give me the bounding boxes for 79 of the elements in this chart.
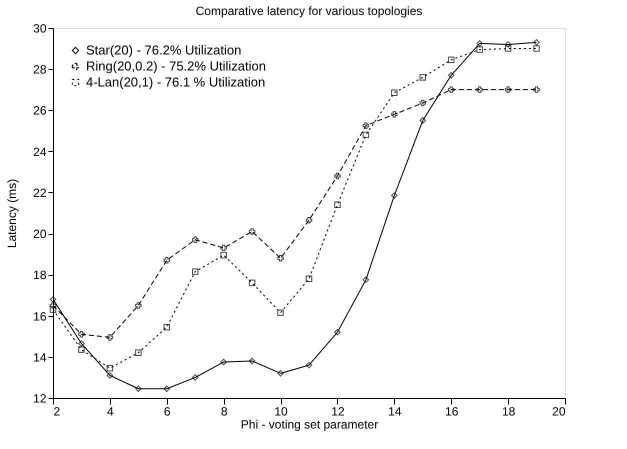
- chart-title: Comparative latency for various topologies: [196, 4, 422, 18]
- point: [448, 72, 454, 79]
- x-tick-label: 14: [388, 404, 402, 418]
- y-tick-label: 28: [33, 62, 47, 77]
- x-tick-label: 20: [552, 404, 566, 418]
- point: [106, 372, 114, 379]
- point: [504, 86, 512, 93]
- point: [135, 386, 142, 392]
- point: [220, 244, 227, 252]
- point: [420, 74, 426, 81]
- point: [50, 306, 56, 313]
- point: [306, 216, 312, 224]
- point: [334, 172, 341, 180]
- point: [50, 302, 56, 309]
- point: [420, 117, 426, 124]
- y-tick-label: 26: [33, 104, 47, 118]
- point: [192, 268, 198, 275]
- point: [220, 358, 227, 366]
- x-axis-title: Phi - voting set parameter: [240, 418, 378, 432]
- point: [78, 346, 85, 353]
- point: [248, 228, 256, 235]
- point: [533, 39, 540, 46]
- x-tick-label: 16: [445, 404, 459, 418]
- point: [533, 45, 540, 52]
- y-tick-label: 12: [33, 392, 47, 406]
- point: [476, 46, 483, 53]
- x-tick-label: 12: [331, 404, 345, 418]
- point: [362, 276, 370, 284]
- y-axis-title: Latency (ms): [5, 178, 20, 248]
- point: [420, 100, 426, 106]
- legend-label: Ring(20,0.2) - 75.2% Utilization: [86, 58, 266, 74]
- y-tick-label: 18: [33, 268, 47, 282]
- point: [277, 370, 284, 377]
- y-tick-label: 24: [33, 144, 47, 159]
- y-tick-label: 30: [33, 22, 47, 36]
- point: [504, 41, 512, 48]
- point: [248, 280, 256, 286]
- y-tick-label: 22: [33, 186, 47, 200]
- point: [135, 350, 142, 356]
- y-tick-label: 20: [33, 227, 47, 242]
- x-tick-label: 10: [274, 404, 288, 418]
- point: [78, 331, 85, 338]
- x-tick-label: 2: [54, 404, 60, 418]
- point: [306, 276, 312, 282]
- point: [277, 309, 284, 316]
- point: [106, 364, 114, 372]
- y-tick-label: 16: [33, 309, 47, 324]
- point: [448, 56, 454, 64]
- point: [135, 302, 142, 309]
- point: [306, 362, 312, 368]
- point: [391, 192, 398, 199]
- point: [164, 386, 170, 392]
- point: [106, 334, 114, 341]
- point: [448, 86, 454, 93]
- point: [78, 340, 85, 347]
- point: [334, 328, 341, 336]
- point: [391, 111, 398, 118]
- point: [362, 122, 370, 129]
- point: [192, 374, 198, 381]
- x-tick-label: 18: [502, 404, 516, 418]
- point: [248, 358, 256, 364]
- point: [476, 40, 483, 47]
- legend-label: Star(20) - 76.2% Utilization: [86, 42, 242, 58]
- point: [334, 202, 341, 208]
- point: [362, 132, 370, 138]
- y-tick-label: 14: [33, 350, 47, 364]
- point: [476, 86, 483, 93]
- point: [164, 257, 170, 264]
- x-tick-label: 6: [164, 404, 171, 418]
- x-tick-label: 8: [220, 404, 228, 418]
- point: [504, 45, 512, 52]
- x-tick-label: 4: [107, 404, 114, 418]
- point: [164, 324, 170, 330]
- point: [277, 254, 284, 262]
- point: [220, 252, 227, 258]
- legend-label: 4-Lan(20,1) - 76.1 % Utilization: [86, 74, 266, 90]
- point: [391, 90, 398, 96]
- point: [192, 236, 198, 243]
- point: [533, 86, 540, 93]
